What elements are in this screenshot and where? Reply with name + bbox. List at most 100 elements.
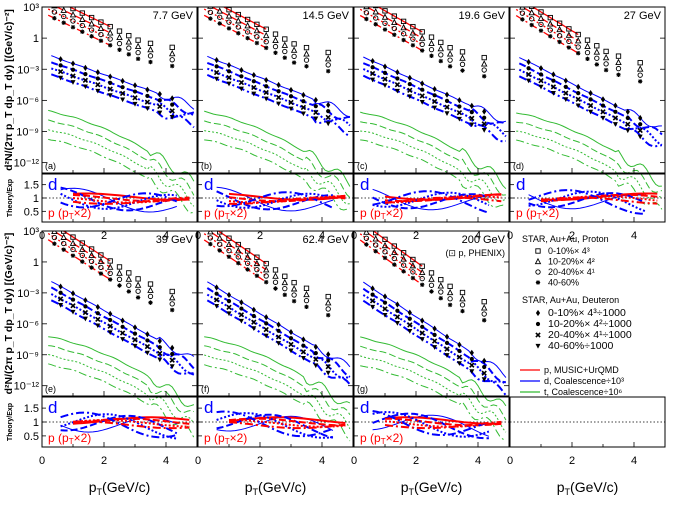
- ratio-tick-label: 1.5: [24, 403, 39, 415]
- deuteron-point: [107, 323, 113, 329]
- proton-point: [168, 49, 176, 57]
- deuteron-point: [369, 70, 376, 77]
- proton-point: [116, 28, 123, 34]
- proton-point: [419, 263, 425, 269]
- x-tick-label: 0: [351, 455, 357, 467]
- deuteron-point: [120, 317, 125, 324]
- proton-point: [52, 0, 56, 2]
- proton-point: [147, 53, 154, 59]
- legend-proton-title: STAR, Au+Au, Proton: [522, 234, 609, 244]
- deuteron-point: [395, 308, 400, 313]
- deuteron-point: [132, 324, 138, 331]
- deuteron-point: [144, 99, 151, 105]
- proton-point: [303, 50, 310, 57]
- proton-point: [148, 59, 153, 65]
- proton-point: [382, 255, 388, 261]
- proton-ratio-curve: [540, 196, 658, 205]
- deuteron-point: [82, 309, 89, 316]
- proton-point: [391, 18, 398, 25]
- deuteron-point: [625, 128, 631, 134]
- deuteron-point: [58, 303, 64, 308]
- panel-label: (b): [201, 161, 212, 171]
- deuteron-point: [58, 283, 63, 290]
- proton-point: [585, 56, 590, 62]
- proton-point: [217, 7, 223, 8]
- triton-curve: [48, 109, 195, 182]
- deuteron-point: [382, 63, 388, 70]
- proton-point: [603, 48, 609, 55]
- proton-point: [98, 264, 104, 271]
- deuteron-curve: [362, 62, 507, 126]
- ratio-label-p: p (pT×2): [516, 206, 559, 221]
- proton-point: [272, 31, 279, 37]
- proton-point: [519, 10, 526, 16]
- deuteron-point: [169, 357, 175, 363]
- proton-point: [400, 23, 407, 31]
- deuteron-point: [251, 306, 256, 313]
- proton-point: [291, 292, 297, 298]
- ratio-tick-label: 1: [33, 193, 39, 205]
- proton-point: [236, 31, 241, 36]
- proton-point: [126, 52, 131, 57]
- deuteron-point: [407, 94, 413, 100]
- proton-point: [593, 48, 601, 55]
- proton-point: [409, 29, 417, 36]
- proton-point: [363, 235, 370, 241]
- proton-point: [60, 7, 67, 13]
- panel-label: (g): [357, 384, 368, 394]
- deuteron-point: [120, 97, 126, 103]
- deuteron-ratio-curve: [216, 410, 334, 438]
- proton-point: [519, 7, 526, 10]
- deuteron-point: [407, 81, 412, 87]
- deuteron-point: [444, 98, 450, 103]
- proton-point: [565, 31, 573, 38]
- panel-1: 14.5 GeV (b) d p (pT×2): [197, 6, 354, 223]
- proton-point: [520, 0, 524, 3]
- x-tick-label: 4: [319, 455, 325, 467]
- deuteron-point: [300, 111, 306, 117]
- proton-point: [98, 252, 104, 258]
- proton-point: [520, 17, 525, 22]
- panel-6: 200 GeV (g) (⊡ p, PHENIX) d p (pT×2): [353, 230, 510, 448]
- proton-point: [108, 277, 113, 282]
- proton-point: [529, 22, 534, 28]
- proton-point: [428, 39, 435, 47]
- deuteron-point: [238, 79, 245, 86]
- deuteron-point: [288, 341, 294, 348]
- x-axis-title-rest: (GeV/c): [258, 479, 306, 495]
- deuteron-point: [313, 109, 319, 116]
- deuteron-point: [550, 91, 556, 96]
- energy-label: 62.4 GeV: [303, 234, 350, 246]
- x-tick-label: 2: [413, 455, 419, 467]
- proton-point: [253, 26, 261, 34]
- deuteron-ratio-curve: [60, 187, 177, 213]
- deuteron-ratio-curve: [372, 410, 490, 437]
- proton-point: [410, 269, 416, 275]
- proton-ratio-curve: [540, 192, 658, 201]
- proton-curve: [203, 239, 267, 283]
- proton-point: [391, 248, 398, 255]
- proton-point: [235, 24, 241, 30]
- proton-point: [70, 246, 76, 253]
- deuteron-point: [456, 116, 462, 122]
- deuteron-point: [432, 325, 437, 332]
- panel-label: (e): [45, 384, 56, 394]
- legend-proton-marker: [535, 280, 541, 285]
- proton-point: [135, 56, 141, 62]
- deuteron-point: [588, 109, 594, 115]
- proton-point: [273, 50, 278, 56]
- deuteron-point: [313, 356, 319, 362]
- deuteron-ratio-curve: [60, 413, 177, 440]
- deuteron-point: [58, 75, 64, 81]
- deuteron-point: [563, 90, 569, 96]
- deuteron-point: [326, 101, 331, 109]
- energy-label: 7.7 GeV: [153, 10, 194, 22]
- proton-point: [437, 282, 445, 289]
- proton-point: [482, 318, 487, 323]
- proton-point: [97, 257, 105, 264]
- deuteron-point: [83, 297, 88, 304]
- panel-5: 62.4 GeV (f) d p (pT×2): [197, 230, 354, 448]
- legend-deuteron-entry: 10-20%× 4²÷1000: [548, 318, 632, 330]
- proton-ratio-curve: [540, 195, 658, 203]
